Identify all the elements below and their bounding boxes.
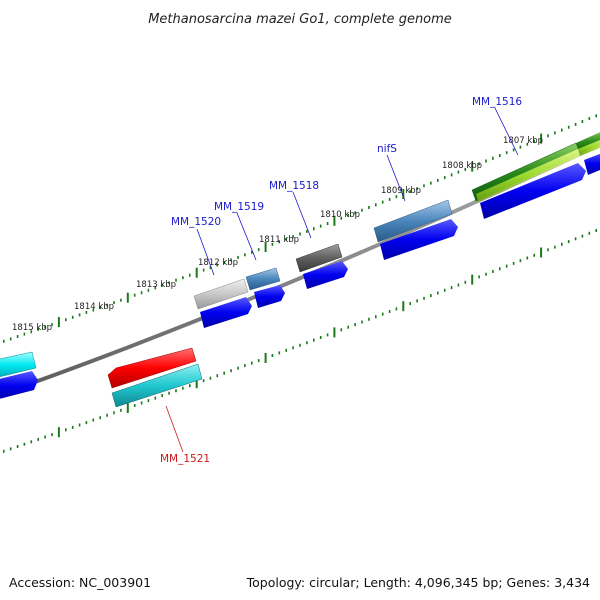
- leader-line-mm1521: [165, 405, 184, 453]
- gene-feature-silver[interactable]: [193, 278, 249, 310]
- leader-line-mm1518: [292, 191, 312, 239]
- leader-line-mm1520: [196, 228, 215, 276]
- tick-label-1814: 1814 kbp: [74, 302, 114, 312]
- cds-arrow-1[interactable]: [0, 371, 38, 400]
- gene-label-mm1520[interactable]: MM_1520: [171, 216, 221, 228]
- tick-label-1813: 1813 kbp: [136, 280, 176, 290]
- gene-feature-steel[interactable]: [373, 199, 453, 243]
- gene-labels: MM_1520 MM_1519 MM_1518 nifS MM_1516 MM_…: [160, 96, 522, 465]
- lower-ruler: [2, 229, 598, 453]
- leader-line-mm1516: [494, 107, 519, 156]
- tick-label-1810: 1810 kbp: [320, 210, 360, 220]
- gene-label-mm1519[interactable]: MM_1519: [214, 201, 264, 213]
- upper-ruler: [2, 114, 598, 343]
- cds-arrow-5[interactable]: [380, 219, 458, 260]
- leader-line-nifs: [386, 154, 406, 202]
- tick-label-1815: 1815 kbp: [12, 323, 52, 333]
- genome-summary-text: Topology: circular; Length: 4,096,345 bp…: [246, 575, 590, 590]
- gene-feature-cyan[interactable]: [0, 351, 37, 378]
- cds-arrow-6[interactable]: [480, 163, 586, 219]
- gene-label-mm1521[interactable]: MM_1521: [160, 453, 210, 465]
- leader-line-mm1519: [236, 212, 257, 261]
- cds-arrow-4[interactable]: [303, 261, 348, 289]
- gene-feature-red[interactable]: [107, 347, 197, 389]
- reverse-genes: [107, 347, 203, 408]
- map-title: Methanosarcina mazei Go1, complete genom…: [148, 12, 452, 27]
- cds-arrow-3[interactable]: [254, 285, 285, 308]
- gene-feature-steel-small[interactable]: [245, 267, 281, 291]
- gene-feature-lime-2[interactable]: [578, 138, 600, 156]
- cds-arrows: [0, 152, 600, 400]
- gene-label-mm1516[interactable]: MM_1516: [472, 96, 522, 108]
- cds-arrow-2[interactable]: [200, 297, 252, 328]
- tick-label-1807: 1807 kbp: [503, 136, 543, 146]
- accession-text: Accession: NC_003901: [9, 575, 152, 590]
- forward-genes: [0, 132, 600, 378]
- tick-labels: 1815 kbp 1814 kbp 1813 kbp 1812 kbp 1811…: [12, 136, 543, 333]
- cds-arrow-7[interactable]: [584, 152, 600, 175]
- tick-label-1808: 1808 kbp: [442, 161, 482, 171]
- tick-label-1811: 1811 kbp: [259, 235, 299, 245]
- gene-feature-dark[interactable]: [295, 243, 343, 273]
- gene-feature-teal[interactable]: [111, 363, 203, 408]
- gene-feature-lime[interactable]: [476, 149, 580, 202]
- gene-label-mm1518[interactable]: MM_1518: [269, 180, 319, 192]
- gene-label-nifs[interactable]: nifS: [377, 143, 397, 155]
- tick-label-1812: 1812 kbp: [198, 258, 238, 268]
